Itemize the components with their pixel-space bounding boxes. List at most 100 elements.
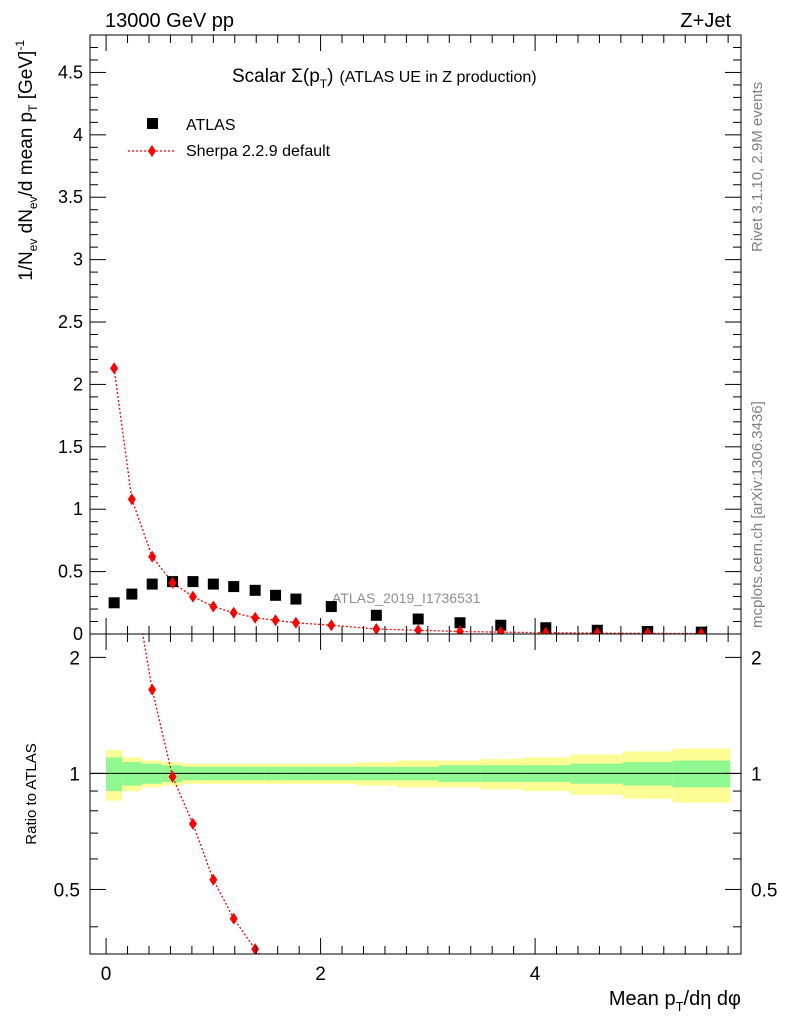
legend-sherpa-marker — [148, 145, 156, 157]
ratio-uncertainty-bands — [106, 748, 731, 803]
inner-band-bin — [106, 757, 123, 792]
ratio-sherpa-point — [272, 969, 280, 981]
sherpa-point — [110, 362, 119, 375]
atlas-point — [454, 617, 466, 629]
ratio-data-layer — [110, 409, 300, 1005]
ratio-y-tick-label-right: 2 — [751, 648, 762, 669]
atlas-point — [228, 581, 240, 593]
ylabel-sup: -1 — [13, 40, 27, 51]
atlas-point — [187, 576, 199, 588]
sherpa-point — [251, 611, 260, 624]
x-tick-label: 2 — [315, 964, 326, 985]
sherpa-point — [414, 624, 423, 634]
y-tick-label: 0.5 — [58, 562, 83, 582]
x-tick-label: 4 — [530, 964, 541, 985]
ratio-y-tick-label-left: 1 — [69, 764, 80, 785]
y-tick-label: 0 — [73, 624, 83, 644]
sherpa-point — [372, 623, 381, 634]
sherpa-point — [188, 590, 197, 603]
y-tick-label: 4 — [73, 125, 83, 145]
ylabel-sub-ev-1: ev — [26, 239, 40, 252]
ylabel-part-4: [GeV] — [16, 51, 37, 105]
atlas-point — [325, 601, 337, 613]
sherpa-point — [643, 627, 652, 634]
header-process: Z+Jet — [680, 10, 731, 32]
x-axis-label: Mean pT/dη dφ — [609, 988, 741, 1014]
ylabel-part-3: /d mean p — [16, 112, 37, 197]
ratio-sherpa-point — [168, 770, 177, 783]
ratio-y-tick-label-right: 0.5 — [751, 880, 777, 901]
atlas-point — [108, 597, 120, 609]
xlabel-part-1: Mean p — [609, 988, 676, 1010]
sherpa-point — [456, 625, 465, 634]
main-data-layer — [108, 362, 707, 634]
y-tick-label: 2 — [73, 374, 83, 394]
sherpa-point — [593, 627, 602, 634]
y-tick-label: 3.5 — [58, 187, 83, 207]
sherpa-point — [327, 619, 336, 632]
header-energy: 13000 GeV pp — [105, 10, 234, 32]
chart-title-extra: (ATLAS UE in Z production) — [339, 69, 536, 86]
ratio-sherpa-line — [142, 634, 260, 954]
ylabel-part-2: dN — [16, 209, 37, 239]
ratio-y-tick-label-left: 2 — [69, 648, 80, 669]
inner-band-bin — [672, 760, 731, 788]
legend: ATLAS Sherpa 2.2.9 default — [128, 117, 331, 160]
sherpa-point — [291, 616, 300, 629]
sherpa-point — [496, 626, 505, 634]
ratio-sherpa-point — [148, 683, 157, 696]
sherpa-point — [148, 550, 157, 563]
ratio-y-tick-label-left: 0.5 — [54, 880, 80, 901]
chart-title-sub: T — [320, 77, 328, 91]
y-tick-label: 1 — [73, 499, 83, 519]
ratio-x-axis: 0 2 4 — [101, 634, 729, 985]
ratio-sherpa-point — [209, 873, 218, 886]
sherpa-point — [127, 493, 136, 506]
rivet-version-text: Rivet 3.1.10, 2.9M events — [749, 82, 766, 252]
ratio-sherpa-point — [292, 993, 300, 1005]
y-tick-label: 3 — [73, 250, 83, 270]
atlas-point — [207, 578, 219, 590]
ratio-panel: 0.5 0.5 1 1 2 2 0 2 4 Ratio to ATLAS Mean pT/dη… — [23, 409, 777, 1014]
ratio-y-axis: 0.5 0.5 1 1 2 2 — [54, 648, 777, 928]
xlabel-part-2: /dη dφ — [684, 988, 741, 1010]
y-tick-label: 2.5 — [58, 312, 83, 332]
sherpa-point — [229, 606, 238, 619]
sherpa-point — [541, 626, 550, 634]
atlas-point — [126, 588, 138, 600]
chart-title: Scalar Σ(pT) (ATLAS UE in Z production) — [232, 66, 537, 91]
ratio-y-tick-label-right: 1 — [751, 764, 762, 785]
chart-title-main: Scalar Σ(p — [232, 66, 320, 87]
ratio-panel-frame — [89, 633, 742, 955]
ratio-sherpa-point — [229, 912, 238, 925]
atlas-point — [412, 613, 424, 625]
sherpa-point — [697, 627, 706, 634]
y-tick-label: 4.5 — [58, 62, 83, 82]
ratio-sherpa-point — [110, 409, 118, 421]
sherpa-point — [271, 614, 280, 627]
ratio-sherpa-point — [188, 817, 197, 830]
xlabel-sub-t: T — [676, 999, 684, 1014]
atlas-point — [370, 609, 382, 621]
chart-title-close: ) — [327, 66, 333, 87]
legend-atlas-marker — [147, 118, 158, 129]
main-y-axis-label: 1/Nev dNev/d mean pT [GeV]-1 — [13, 40, 40, 281]
ratio-sherpa-point — [128, 564, 136, 576]
atlas-point — [270, 589, 282, 601]
legend-atlas-label: ATLAS — [186, 117, 236, 134]
ylabel-part-1: 1/N — [16, 251, 37, 281]
ratio-y-axis-label: Ratio to ATLAS — [23, 743, 40, 844]
atlas-point — [146, 578, 158, 590]
ylabel-sub-ev-2: ev — [26, 196, 40, 209]
analysis-watermark: ATLAS_2019_I1736531 — [332, 590, 481, 606]
atlas-point — [290, 593, 302, 605]
ratio-sherpa-point — [251, 943, 260, 954]
x-tick-label: 0 — [101, 964, 112, 985]
sherpa-point — [168, 576, 177, 589]
main-y-axis: 0 0.5 1 1.5 2 2.5 3 3.5 4 4.5 — [58, 34, 741, 644]
atlas-point — [495, 619, 507, 631]
legend-sherpa-label: Sherpa 2.2.9 default — [186, 143, 331, 160]
main-panel: 00.511.522.533.544.5 Scalar Σ(pT) (ATLAS … — [13, 34, 742, 644]
ylabel-sub-t: T — [26, 104, 40, 112]
